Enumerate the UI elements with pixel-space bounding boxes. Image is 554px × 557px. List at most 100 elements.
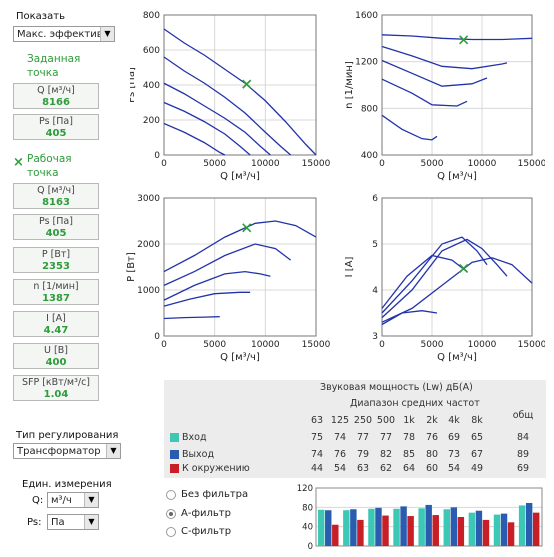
set-point-q-label: Q [м³/ч]	[37, 85, 75, 96]
series-line	[381, 310, 438, 326]
operating-point-marker	[242, 79, 252, 89]
chevron-down-icon[interactable]: ▼	[106, 444, 120, 458]
series-line	[163, 28, 317, 156]
x-tick-label: 0	[379, 340, 385, 350]
sound-row-label: Вход	[182, 432, 207, 443]
work-point-sfp: SFP [кВт/м³/с] 1.04	[13, 375, 99, 401]
x-axis-label: Q [м³/ч]	[220, 352, 260, 363]
sound-value-cell: 80	[425, 449, 439, 460]
set-point-title-line1: Заданная	[27, 53, 81, 65]
work-point-title: Рабочая точка	[27, 152, 72, 180]
filter-radio[interactable]	[166, 527, 176, 537]
sound-value-cell: 77	[379, 432, 393, 443]
sound-row-label: К окружению	[182, 463, 250, 474]
set-point-ps: Ps [Па] 405	[13, 114, 99, 140]
units-q-select[interactable]: м³/ч ▼	[47, 492, 99, 508]
work-point-n: n [1/мин] 1387	[13, 279, 99, 305]
work-point-ps-value: 405	[45, 228, 67, 239]
work-point-p: P [Вт] 2353	[13, 247, 99, 273]
filter-radio[interactable]	[166, 509, 176, 519]
bar	[532, 512, 540, 546]
work-point-sfp-label: SFP [кВт/м³/с]	[21, 377, 91, 388]
bar	[357, 519, 364, 546]
work-point-n-value: 1387	[42, 293, 70, 304]
regulation-label: Тип регулирования	[16, 430, 119, 441]
bar	[507, 522, 515, 546]
y-tick-label: 800	[361, 104, 378, 114]
set-point-title-line2: точка	[27, 67, 59, 79]
bar	[457, 517, 465, 546]
filter-label[interactable]: А-фильтр	[181, 508, 231, 519]
sound-total-cell: 69	[516, 463, 530, 474]
freq-header: 63	[310, 415, 324, 426]
sound-value-cell: 75	[310, 432, 324, 443]
sound-value-cell: 60	[425, 463, 439, 474]
sound-value-cell: 62	[379, 463, 393, 474]
series-line	[163, 101, 251, 156]
set-point-ps-label: Ps [Па]	[39, 116, 73, 127]
series-line	[381, 78, 468, 107]
work-point-u-value: 400	[45, 357, 67, 368]
sound-value-cell: 77	[356, 432, 370, 443]
chevron-down-icon[interactable]: ▼	[100, 27, 114, 41]
units-ps-select[interactable]: Па ▼	[47, 514, 99, 530]
operating-point-marker	[459, 35, 469, 45]
series-line	[381, 254, 468, 309]
y-tick-label: 40	[302, 523, 313, 533]
regulation-select[interactable]: Трансформатор ▼	[13, 443, 121, 459]
y-tick-label: 5	[372, 240, 378, 250]
x-axis-label: Q [м³/ч]	[437, 352, 477, 363]
bar	[500, 513, 508, 546]
sound-value-cell: 64	[402, 463, 416, 474]
bar	[400, 506, 407, 546]
series-line	[163, 122, 226, 156]
sound-value-cell: 82	[379, 449, 393, 460]
freq-header: 500	[376, 415, 396, 426]
work-point-ps-label: Ps [Па]	[39, 216, 73, 227]
series-line	[163, 243, 292, 286]
sound-value-cell: 78	[402, 432, 416, 443]
bar	[332, 524, 339, 546]
y-tick-label: 120	[297, 484, 313, 494]
work-point-p-label: P [Вт]	[41, 249, 71, 260]
units-q-label: Q:	[32, 495, 44, 506]
filter-radio[interactable]	[166, 490, 176, 500]
y-axis-label: P [Вт]	[126, 252, 137, 282]
series-line	[381, 236, 488, 314]
sound-value-cell: 54	[447, 463, 461, 474]
work-point-p-value: 2353	[42, 261, 70, 272]
work-point-i-label: I [А]	[46, 313, 66, 324]
plot-frame	[381, 197, 533, 337]
sound-value-cell: 76	[425, 432, 439, 443]
units-label: Един. измерения	[22, 479, 112, 490]
filter-label[interactable]: Без фильтра	[181, 489, 249, 500]
bar	[350, 509, 357, 546]
freq-header: 4k	[448, 415, 460, 426]
bar	[318, 509, 325, 546]
show-select[interactable]: Макс. эффективн ▼	[13, 26, 115, 42]
series-line	[381, 114, 438, 141]
sound-value-cell: 85	[402, 449, 416, 460]
work-point-i: I [А] 4.47	[13, 311, 99, 337]
y-tick-label: 4	[372, 286, 378, 296]
x-tick-label: 15000	[302, 159, 330, 169]
y-axis-label: n [1/мин]	[345, 61, 355, 109]
chevron-down-icon[interactable]: ▼	[84, 493, 98, 507]
filter-label[interactable]: С-фильтр	[181, 526, 232, 537]
set-point-q-value: 8166	[42, 97, 70, 108]
sound-bar-chart: 120 80 40 0	[297, 484, 543, 552]
series-line	[163, 316, 220, 320]
total-header: общ	[512, 410, 534, 421]
series-color-swatch	[170, 464, 179, 473]
y-tick-label: 400	[361, 151, 378, 161]
units-ps-label: Ps:	[27, 517, 42, 528]
work-point-title-line2: точка	[27, 167, 59, 179]
sound-value-cell: 65	[470, 432, 484, 443]
x-tick-label: 15000	[302, 340, 330, 350]
bar	[475, 510, 483, 546]
chevron-down-icon[interactable]: ▼	[84, 515, 98, 529]
work-point-title-line1: Рабочая	[27, 153, 72, 165]
series-line	[163, 291, 251, 307]
series-line	[381, 257, 533, 323]
